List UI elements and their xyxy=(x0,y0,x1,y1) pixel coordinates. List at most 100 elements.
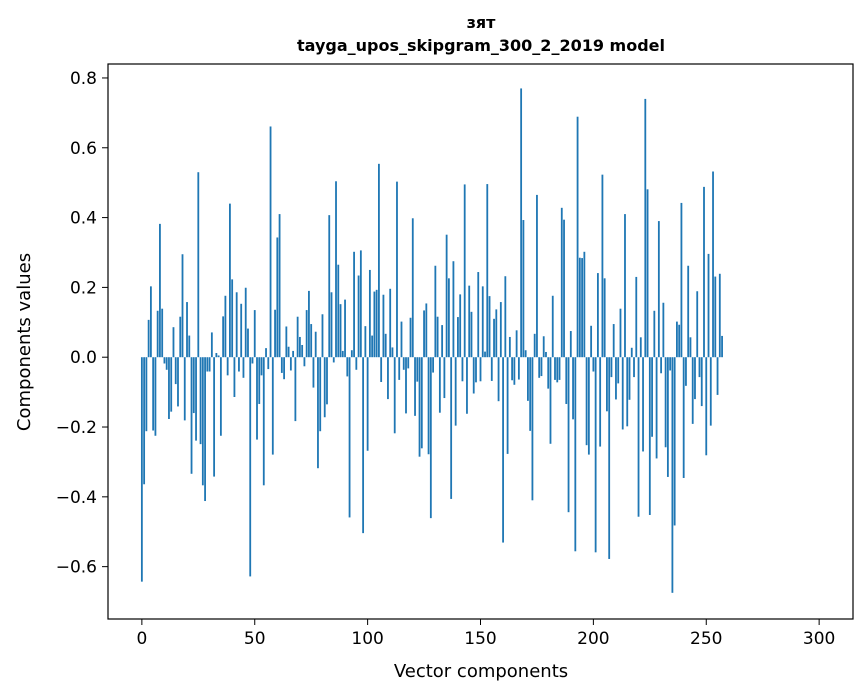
bar xyxy=(576,116,579,358)
bar xyxy=(197,172,200,358)
bar xyxy=(554,357,556,380)
bar xyxy=(511,357,514,381)
bar xyxy=(188,335,191,358)
bar xyxy=(513,357,516,385)
bar xyxy=(529,357,532,431)
bar xyxy=(375,289,378,358)
bar xyxy=(721,335,723,358)
bar xyxy=(617,357,620,384)
bar xyxy=(506,357,509,454)
bar xyxy=(170,357,173,412)
bar xyxy=(201,357,204,486)
bar xyxy=(560,207,563,358)
bar xyxy=(497,357,500,402)
bar xyxy=(328,215,331,358)
bar xyxy=(538,357,541,378)
bar xyxy=(626,357,629,427)
bar xyxy=(294,357,297,422)
bar xyxy=(574,357,577,552)
y-tick-label: 0.8 xyxy=(70,69,97,89)
x-tick-label: 300 xyxy=(803,629,835,649)
bar xyxy=(700,357,703,407)
bar xyxy=(292,350,295,358)
bar xyxy=(603,278,606,358)
bar xyxy=(423,310,425,358)
bar xyxy=(635,276,638,358)
bar xyxy=(402,357,405,370)
bar xyxy=(599,357,602,447)
x-tick-label: 100 xyxy=(351,629,383,649)
y-tick-label: 0.6 xyxy=(70,139,97,159)
bar xyxy=(606,357,608,412)
bar xyxy=(217,355,220,358)
bar xyxy=(563,219,565,358)
bar xyxy=(330,292,333,358)
bar xyxy=(224,295,227,358)
plot-frame xyxy=(107,63,854,620)
bar xyxy=(355,357,358,370)
x-tick-label: 150 xyxy=(464,629,496,649)
bar xyxy=(348,357,351,518)
bar xyxy=(414,357,416,416)
bar xyxy=(192,357,195,414)
bar xyxy=(495,309,498,358)
bar xyxy=(298,336,301,358)
bar xyxy=(499,302,502,358)
bar xyxy=(242,357,245,378)
bar xyxy=(642,357,644,452)
bar xyxy=(289,357,292,371)
bar xyxy=(219,357,222,436)
y-axis-label: Components values xyxy=(14,253,35,431)
bar xyxy=(531,357,534,501)
bar xyxy=(346,357,349,377)
bar xyxy=(321,314,324,358)
bar xyxy=(226,357,229,376)
bar xyxy=(524,350,527,358)
bar xyxy=(520,88,523,358)
bar-series xyxy=(140,88,723,593)
bar xyxy=(380,357,383,382)
bar xyxy=(468,285,471,358)
bar xyxy=(441,325,444,358)
bar xyxy=(179,316,182,358)
bar xyxy=(359,250,362,358)
y-axis-ticks: −0.6 −0.4 −0.2 0.0 0.2 0.4 0.6 0.8 xyxy=(56,69,108,578)
bar xyxy=(648,357,651,515)
bar xyxy=(231,279,234,358)
bar xyxy=(366,357,369,451)
bar xyxy=(481,286,484,358)
bar xyxy=(673,357,676,526)
bar xyxy=(308,290,310,358)
bar xyxy=(508,336,511,358)
bar xyxy=(678,324,681,358)
bar xyxy=(213,357,216,477)
bar xyxy=(504,276,507,358)
bar xyxy=(608,357,611,559)
bar xyxy=(165,357,168,370)
bar xyxy=(364,326,367,358)
bar xyxy=(558,357,561,380)
bar xyxy=(319,357,322,432)
bar xyxy=(461,357,464,382)
bar xyxy=(249,357,252,577)
bar xyxy=(303,357,306,367)
bar xyxy=(666,357,669,477)
bar xyxy=(612,324,615,358)
bar xyxy=(312,357,315,388)
y-tick-label: −0.2 xyxy=(56,418,97,438)
bar xyxy=(637,357,640,517)
bar xyxy=(660,357,663,374)
bar xyxy=(186,302,188,358)
bar xyxy=(691,357,694,424)
bar xyxy=(425,303,428,358)
bar xyxy=(443,357,446,399)
bar xyxy=(502,357,504,543)
bar xyxy=(332,357,335,363)
bar xyxy=(592,357,595,372)
bar xyxy=(174,357,177,385)
bar xyxy=(669,357,672,371)
bar xyxy=(244,287,247,358)
bar xyxy=(477,272,480,358)
bar xyxy=(368,269,371,358)
bar xyxy=(707,253,710,358)
